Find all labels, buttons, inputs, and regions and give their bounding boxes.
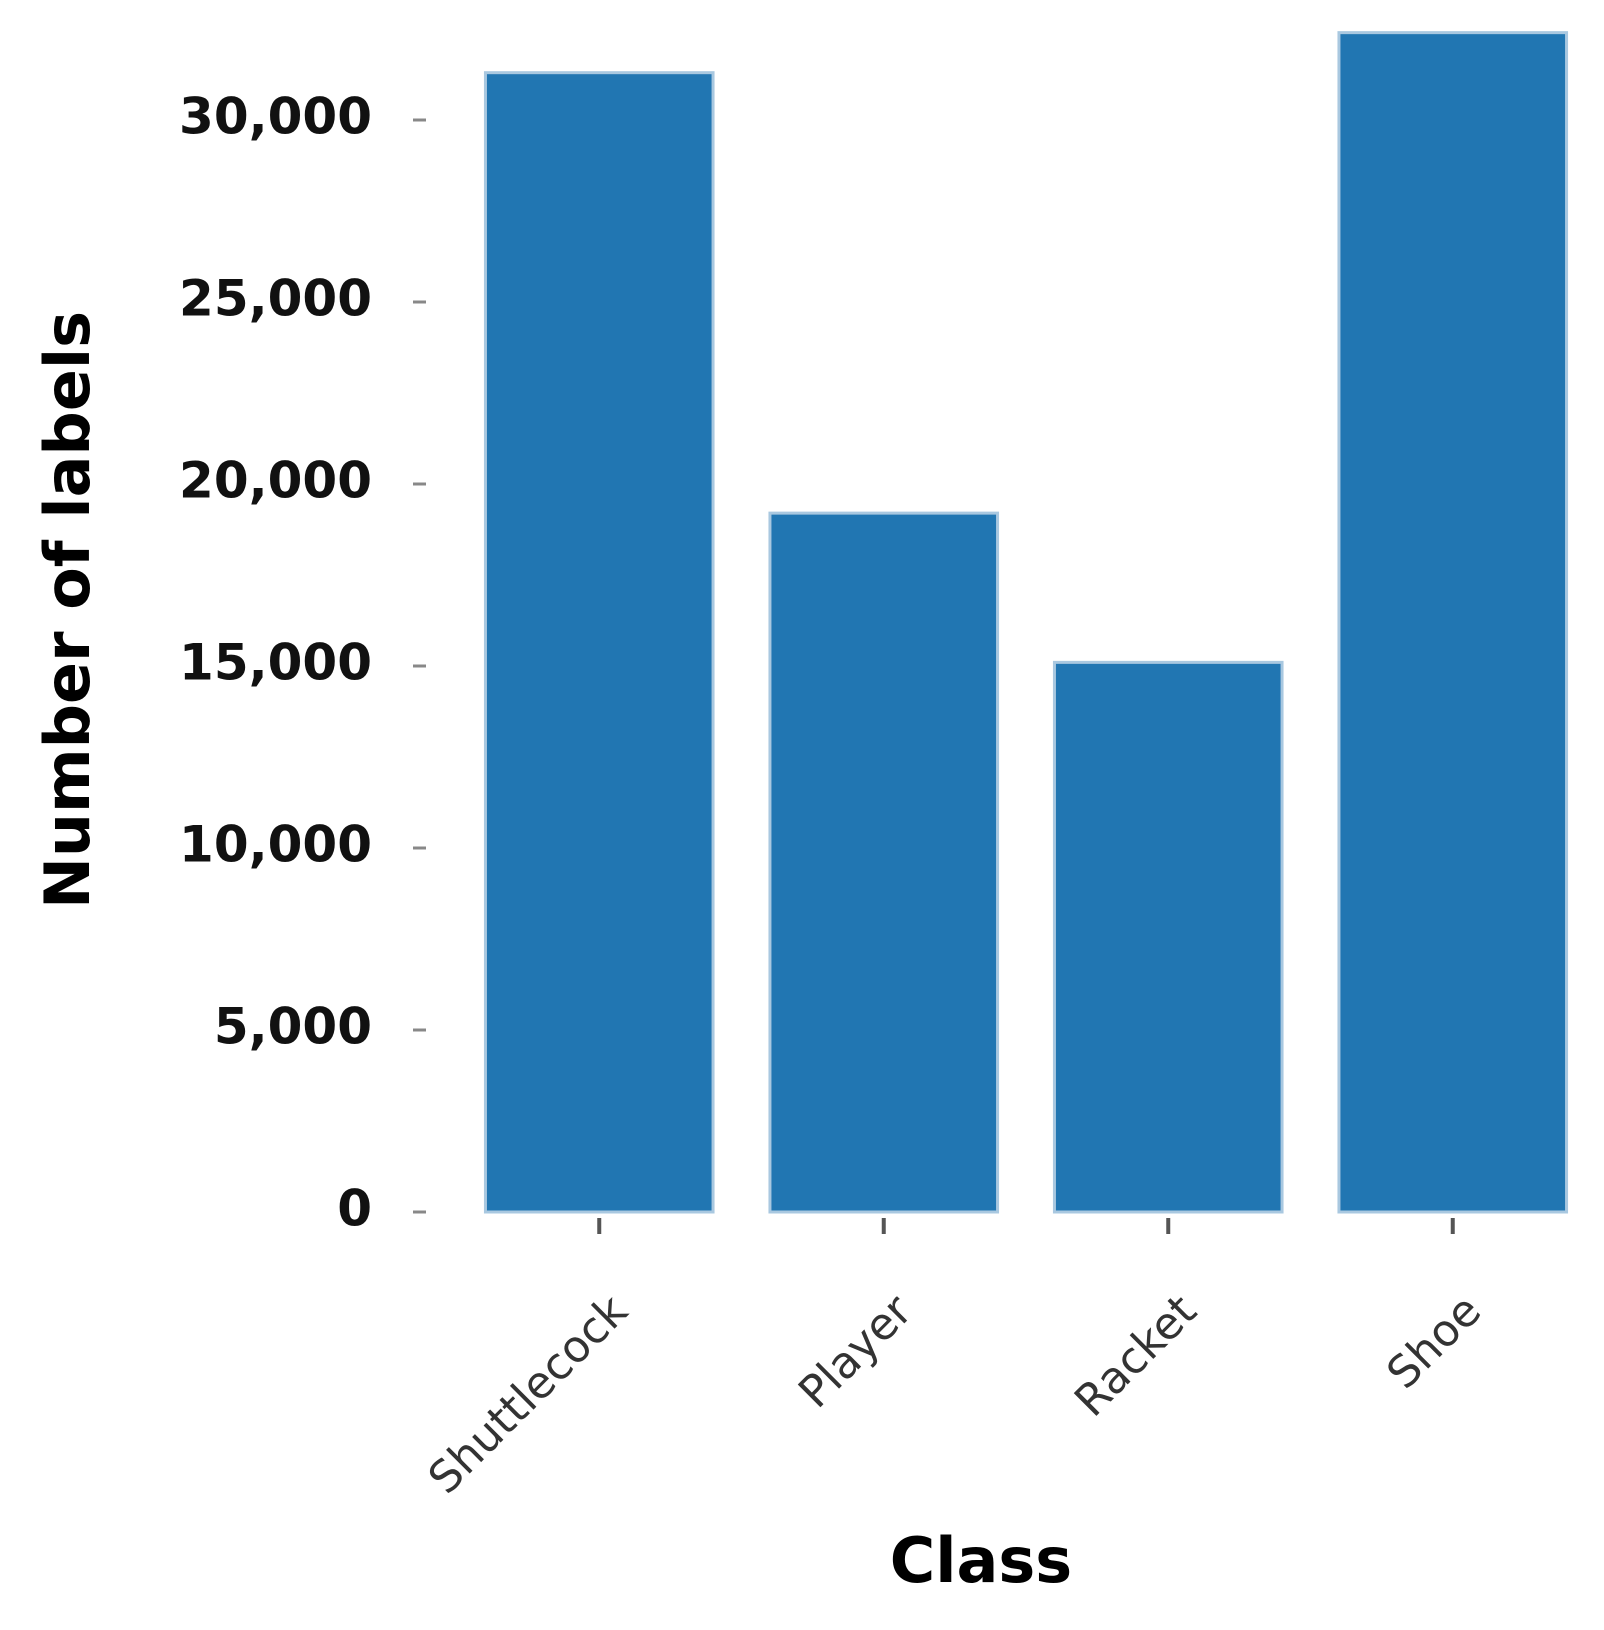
y-axis-label: Number of labels: [31, 311, 104, 909]
y-tick-label: 30,000: [179, 88, 372, 146]
y-tick-label: 5,000: [214, 998, 372, 1056]
y-tick-label: 20,000: [179, 452, 372, 510]
y-tick-label: 15,000: [179, 634, 372, 692]
y-tick-label: 25,000: [179, 270, 372, 328]
bar: [1337, 31, 1569, 1214]
bar: [1052, 660, 1284, 1214]
bar: [483, 71, 715, 1214]
y-tick-label: 0: [337, 1180, 372, 1238]
bar: [768, 511, 1000, 1214]
x-axis-label: Class: [890, 1524, 1072, 1597]
x-tick-label: Player: [789, 1285, 923, 1419]
x-tick-label: Shoe: [1377, 1285, 1491, 1399]
x-tick-label: Racket: [1065, 1285, 1206, 1426]
y-tick-label: 10,000: [179, 816, 372, 874]
x-tick-label: Shuttlecock: [419, 1285, 638, 1504]
